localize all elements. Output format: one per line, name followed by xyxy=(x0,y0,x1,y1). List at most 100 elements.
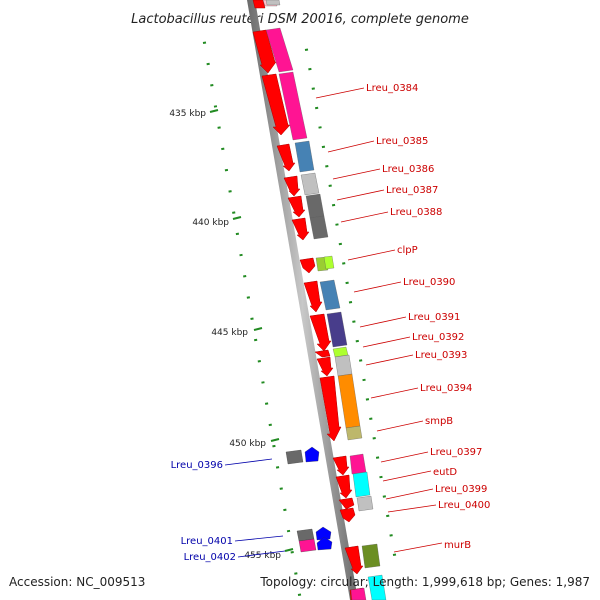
gene-label[interactable]: smpB xyxy=(425,416,453,427)
genome-backbone xyxy=(247,0,358,600)
feature-block[interactable] xyxy=(334,354,353,377)
cds-arrow[interactable] xyxy=(332,455,350,476)
gene-label[interactable]: Lreu_0393 xyxy=(415,350,467,361)
gene-label[interactable]: Lreu_0402 xyxy=(184,552,236,563)
feature-block[interactable] xyxy=(356,495,374,512)
minor-tick xyxy=(239,253,243,257)
minor-tick xyxy=(386,514,390,518)
cds-arrow[interactable] xyxy=(338,497,355,510)
cds-arrow-reverse[interactable] xyxy=(315,526,332,541)
gene-label[interactable]: Lreu_0396 xyxy=(171,460,223,471)
forward-cds-track xyxy=(252,0,366,600)
minor-tick xyxy=(279,487,283,490)
gene-label[interactable]: Lreu_0391 xyxy=(408,312,460,323)
feature-block[interactable] xyxy=(298,538,317,553)
cds-arrow[interactable] xyxy=(287,195,306,218)
minor-tick xyxy=(331,203,336,207)
minor-tick xyxy=(246,296,251,299)
gene-label[interactable]: Lreu_0390 xyxy=(403,277,455,288)
feature-block[interactable] xyxy=(319,279,341,311)
gene-label[interactable]: Lreu_0384 xyxy=(366,83,418,94)
minor-tick xyxy=(365,398,370,401)
feature-block[interactable] xyxy=(294,140,315,173)
minor-tick xyxy=(272,444,276,448)
gene-label[interactable]: Lreu_0388 xyxy=(390,207,442,218)
feature-block[interactable] xyxy=(323,255,335,270)
feature-block[interactable] xyxy=(367,574,387,600)
feature-block[interactable] xyxy=(326,311,348,348)
label-leader xyxy=(327,140,375,153)
minor-tick xyxy=(268,423,272,427)
gene-label[interactable]: murB xyxy=(444,540,471,551)
feature-block[interactable] xyxy=(361,543,381,569)
feature-block[interactable] xyxy=(345,425,363,441)
minor-tick xyxy=(304,48,309,51)
minor-tick xyxy=(221,147,225,151)
cds-arrow-reverse[interactable] xyxy=(316,536,333,551)
feature-block[interactable] xyxy=(352,471,371,498)
label-leader xyxy=(332,168,381,180)
minor-tick xyxy=(286,529,291,533)
label-leader xyxy=(359,316,407,328)
minor-tick xyxy=(210,83,214,87)
cds-arrow[interactable] xyxy=(335,474,353,499)
feature-block[interactable] xyxy=(337,373,361,429)
map-title: Lactobacillus reuteri DSM 20016, complet… xyxy=(131,12,469,27)
cds-arrow[interactable] xyxy=(252,0,266,9)
gene-label[interactable]: Lreu_0401 xyxy=(181,536,233,547)
minor-tick xyxy=(213,105,218,108)
label-leader xyxy=(234,535,284,542)
gene-label[interactable]: eutD xyxy=(433,467,457,478)
gene-label[interactable]: Lreu_0387 xyxy=(386,185,438,196)
gene-label[interactable]: Lreu_0392 xyxy=(412,332,464,343)
minor-tick xyxy=(235,232,240,236)
minor-tick xyxy=(362,378,366,382)
cds-arrow[interactable] xyxy=(309,313,332,352)
gene-label[interactable]: Lreu_0399 xyxy=(435,484,487,495)
cds-arrow[interactable] xyxy=(299,257,316,274)
cds-arrow[interactable] xyxy=(314,349,331,358)
minor-tick xyxy=(232,211,236,214)
label-leader xyxy=(385,488,434,500)
cds-arrow[interactable] xyxy=(291,217,310,241)
gene-label[interactable]: clpP xyxy=(397,245,418,256)
feature-block[interactable] xyxy=(285,449,304,465)
cds-arrow[interactable] xyxy=(276,143,296,172)
reverse-labels: Lreu_0396 Lreu_0401 Lreu_0402 xyxy=(171,458,286,563)
minor-tick xyxy=(308,67,312,71)
feature-block[interactable] xyxy=(300,172,320,196)
cds-arrow[interactable] xyxy=(283,175,301,197)
feature-block[interactable] xyxy=(265,0,281,6)
feature-block[interactable] xyxy=(309,215,329,240)
kbp-tick xyxy=(232,216,242,220)
gene-label[interactable]: Lreu_0400 xyxy=(438,500,490,511)
minor-tick xyxy=(261,381,265,384)
gene-label[interactable]: Lreu_0394 xyxy=(420,383,472,394)
minor-tick xyxy=(338,242,343,246)
cds-arrow[interactable] xyxy=(316,356,334,377)
label-leader xyxy=(387,504,437,513)
cds-arrow[interactable] xyxy=(261,73,291,136)
cds-arrow[interactable] xyxy=(303,280,323,313)
feature-block[interactable] xyxy=(305,193,325,219)
minor-tick xyxy=(345,281,349,285)
label-leader xyxy=(224,458,273,466)
feature-block[interactable] xyxy=(350,587,367,600)
gene-label[interactable]: Lreu_0386 xyxy=(382,164,434,175)
gene-label[interactable]: Lreu_0385 xyxy=(376,136,428,147)
label-leader xyxy=(353,281,402,293)
minor-tick xyxy=(217,126,221,129)
minor-tick xyxy=(358,359,363,362)
cds-arrow[interactable] xyxy=(344,545,364,575)
feature-block[interactable] xyxy=(278,71,308,141)
gene-label[interactable]: Lreu_0397 xyxy=(430,447,482,458)
feature-block[interactable] xyxy=(265,27,294,73)
kbp-label: 445 kbp xyxy=(211,328,248,338)
cds-arrow[interactable] xyxy=(339,507,356,523)
kbp-axis: 435 kbp 440 kbp 445 kbp 450 kbp 455 kbp xyxy=(169,109,294,561)
cds-arrow[interactable] xyxy=(319,375,342,442)
feature-block[interactable] xyxy=(349,453,367,475)
cds-arrow-reverse[interactable] xyxy=(304,446,320,463)
minor-tick xyxy=(335,223,339,226)
label-leader xyxy=(380,451,429,463)
